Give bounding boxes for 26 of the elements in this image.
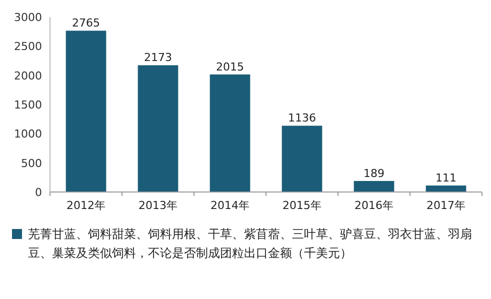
legend-label: 芜菁甘蓝、饲料甜菜、饲料用根、干草、紫苜蓿、三叶草、驴喜豆、羽衣甘蓝、羽扇豆、巢菜及类似饲料，不论是否制成团粒出口金额（千美元） [28, 226, 473, 262]
x-tick-label: 2013年 [138, 199, 178, 212]
data-label: 2015 [216, 60, 244, 74]
x-tick-label: 2017年 [426, 199, 466, 212]
bar [66, 30, 106, 192]
y-tick-label: 2500 [14, 40, 42, 54]
y-tick-label: 1000 [14, 128, 42, 141]
x-tick-label: 2012年 [66, 199, 106, 212]
data-label: 111 [436, 172, 456, 185]
y-tick-label: 1500 [14, 98, 42, 112]
bar [426, 186, 466, 192]
y-tick-label: 2000 [14, 69, 42, 82]
bar [210, 74, 250, 192]
y-tick-label: 0 [35, 186, 42, 199]
y-tick-label: 3000 [14, 11, 42, 24]
data-label: 2173 [144, 51, 172, 64]
data-label: 189 [364, 166, 384, 180]
x-tick-label: 2014年 [210, 199, 250, 212]
bar [354, 180, 394, 192]
data-label: 2765 [72, 16, 100, 30]
bar [138, 65, 178, 192]
y-tick-label: 500 [21, 156, 42, 170]
bar [282, 126, 322, 192]
data-label: 1136 [288, 112, 316, 125]
x-tick-label: 2016年 [354, 199, 394, 212]
x-tick-label: 2015年 [282, 199, 322, 212]
